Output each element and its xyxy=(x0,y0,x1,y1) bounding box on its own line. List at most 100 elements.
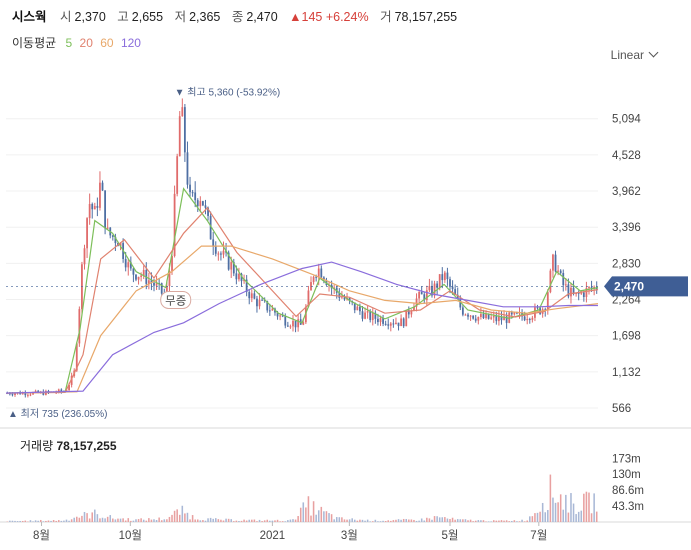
candle-body xyxy=(14,393,16,395)
volume-bar xyxy=(230,519,232,522)
candle-body xyxy=(528,318,531,320)
volume-bar xyxy=(253,519,256,522)
candle-body xyxy=(21,392,24,395)
volume-bar xyxy=(498,520,500,522)
volume-bar xyxy=(287,520,289,522)
candle-body xyxy=(428,285,431,291)
volume-bar xyxy=(258,519,261,522)
candle-body xyxy=(564,284,567,286)
volume-bar xyxy=(361,519,364,522)
volume-bar xyxy=(63,520,65,522)
ma-5-label[interactable]: 5 xyxy=(65,36,73,50)
candle-body xyxy=(340,297,343,299)
volume-bar xyxy=(554,502,557,522)
ma-60-line xyxy=(5,245,599,394)
candle-body xyxy=(389,323,392,326)
price-change: ▲145 +6.24% xyxy=(289,10,369,24)
volume-bar xyxy=(415,520,418,522)
volume-bar xyxy=(495,520,498,522)
candle-body xyxy=(160,283,163,294)
ma-20-line xyxy=(5,206,599,394)
volume-bar xyxy=(487,521,490,522)
candle-body xyxy=(196,200,199,207)
candle-body xyxy=(577,292,580,294)
candle-body xyxy=(503,316,505,321)
volume-bar xyxy=(209,517,212,522)
volume-bar xyxy=(359,519,361,522)
open-price: 2,370 xyxy=(74,10,106,24)
candle-body xyxy=(68,384,70,390)
y-tick-label: 2,830 xyxy=(612,258,641,270)
candle-body xyxy=(209,215,212,240)
candle-body xyxy=(256,298,258,307)
candle-body xyxy=(531,317,534,320)
volume-bar xyxy=(364,520,366,522)
candle-body xyxy=(490,317,493,319)
volume-bar xyxy=(482,520,485,522)
candle-body xyxy=(204,205,207,208)
candle-body xyxy=(433,283,436,296)
ma-20-label[interactable]: 20 xyxy=(79,36,93,50)
volume-bar xyxy=(245,520,248,522)
candle-body xyxy=(250,293,253,299)
candle-body xyxy=(495,315,498,322)
volume-bar xyxy=(426,517,428,522)
current-price-label: 2,470 xyxy=(614,279,644,293)
volume-bar xyxy=(536,512,539,522)
candle-body xyxy=(26,394,29,396)
candle-body xyxy=(271,308,274,311)
volume-bar xyxy=(191,515,194,522)
candle-body xyxy=(243,279,245,282)
volume-tick-label: 173m xyxy=(612,453,641,465)
candle-body xyxy=(240,273,243,282)
ma-60-label[interactable]: 60 xyxy=(100,36,114,50)
volume-bar xyxy=(145,520,148,522)
volume-bar xyxy=(171,514,173,522)
volume-bar xyxy=(392,520,395,522)
volume-bar xyxy=(166,519,168,522)
candle-body xyxy=(78,309,81,344)
ma-120-label[interactable]: 120 xyxy=(120,36,141,50)
candle-body xyxy=(505,316,508,323)
volume-bar xyxy=(251,519,253,522)
volume-bar xyxy=(317,510,320,522)
candle-body xyxy=(178,116,181,157)
volume-bar xyxy=(132,520,135,522)
candle-body xyxy=(315,276,318,278)
time-axis: 8월 10월 2021 3월 5월 7월 xyxy=(33,522,547,542)
candle-body xyxy=(374,312,377,319)
volume-bar xyxy=(32,521,34,522)
candle-body xyxy=(469,315,472,317)
candle-body xyxy=(245,279,248,292)
candle-body xyxy=(423,294,426,301)
close-price: 2,470 xyxy=(246,10,278,24)
scale-dropdown[interactable]: Linear xyxy=(611,47,659,62)
high-price: 2,655 xyxy=(131,10,164,24)
volume-bar xyxy=(312,501,315,522)
volume-bar xyxy=(521,519,523,522)
volume-bar xyxy=(137,519,140,522)
volume-bar xyxy=(91,512,93,522)
candle-body xyxy=(214,246,217,254)
volume-bar xyxy=(261,521,263,522)
candle-body xyxy=(276,312,279,317)
volume-bar xyxy=(428,518,431,522)
volume-bar xyxy=(413,519,415,522)
candle-body xyxy=(544,309,547,311)
candle-body xyxy=(142,269,145,276)
candle-body xyxy=(415,298,418,307)
volume-bar xyxy=(503,520,505,522)
candle-body xyxy=(549,270,552,293)
volume-bar xyxy=(83,511,86,522)
candle-body xyxy=(317,268,320,278)
y-tick-label: 5,094 xyxy=(612,114,641,126)
moving-average-legend: 이동평균 5 20 60 120 xyxy=(12,34,145,51)
candle-body xyxy=(230,262,233,270)
volume-bar xyxy=(16,521,19,522)
volume-bar xyxy=(274,520,276,522)
y-tick-label: 1,698 xyxy=(612,331,641,343)
high-label: 고 xyxy=(117,10,129,24)
y-tick-label: 1,132 xyxy=(612,367,641,379)
candle-body xyxy=(75,343,78,371)
